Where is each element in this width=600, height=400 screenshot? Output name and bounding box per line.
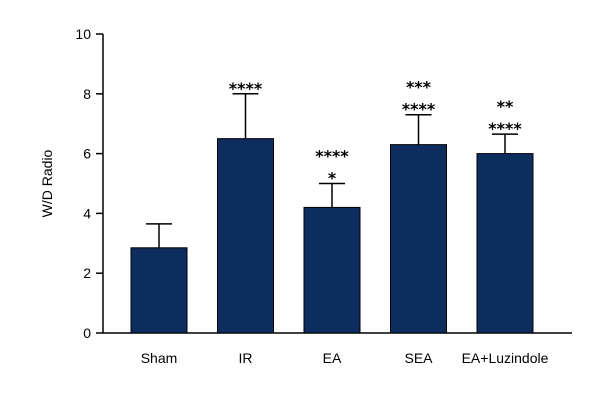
bar-sea: [390, 144, 447, 334]
significance-marker: ***: [406, 78, 432, 97]
chart-x-tick-labels: Sham IR EA SEA EA+Luzindole: [141, 350, 549, 366]
y-tick-label: 0: [83, 325, 91, 341]
significance-marker: ****: [229, 79, 263, 98]
y-tick-label: 4: [83, 205, 91, 221]
bar-ea-luzindole: [476, 153, 534, 334]
x-tick-label: IR: [239, 350, 253, 366]
y-tick-label: 8: [83, 86, 91, 102]
x-tick-label: Sham: [141, 350, 178, 366]
bar-sham: [130, 247, 188, 334]
chart-error-bars: [146, 93, 518, 248]
significance-marker: ****: [315, 147, 349, 166]
bar-ea: [303, 206, 361, 334]
significance-marker: *: [328, 169, 337, 188]
chart-y-tick-labels: 0 2 4 6 8 10: [75, 26, 91, 341]
y-tick-label: 2: [83, 265, 91, 281]
y-axis-label: W/D Radio: [39, 149, 55, 217]
x-tick-label: EA: [323, 350, 342, 366]
significance-marker: ****: [488, 119, 522, 138]
bar-ir: [217, 138, 274, 334]
significance-marker: ****: [402, 100, 436, 119]
significance-marker: **: [497, 97, 514, 116]
y-tick-label: 6: [83, 146, 91, 162]
y-tick-label: 10: [75, 26, 91, 42]
chart-bars: [130, 138, 534, 334]
x-tick-label: SEA: [404, 350, 433, 366]
x-tick-label: EA+Luzindole: [462, 350, 549, 366]
chart-significance-markers: **************** ******: [229, 78, 523, 188]
